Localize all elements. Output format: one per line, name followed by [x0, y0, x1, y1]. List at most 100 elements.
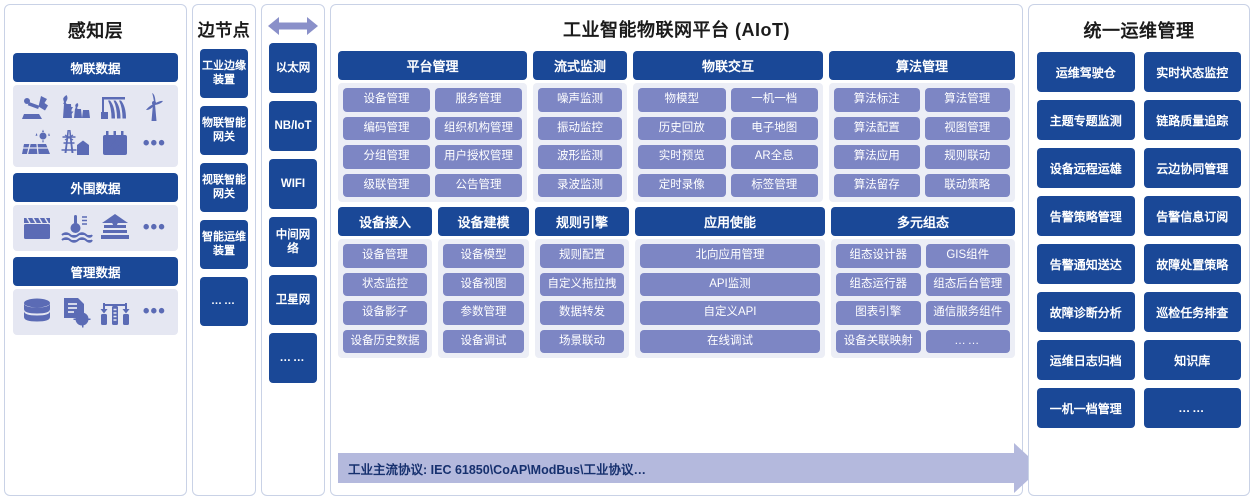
aiot-module-header[interactable]: 设备接入 — [338, 207, 432, 236]
aiot-feature-chip[interactable]: 参数管理 — [443, 301, 524, 325]
aiot-feature-chip[interactable]: 物模型 — [638, 88, 726, 112]
aiot-feature-chip[interactable]: 组态后台管理 — [925, 272, 1010, 296]
aiot-feature-chip[interactable]: 北向应用管理 — [640, 244, 820, 268]
ops-item[interactable]: 运维日志归档 — [1037, 340, 1135, 380]
aiot-module-header[interactable]: 设备建模 — [438, 207, 529, 236]
edge-node-item[interactable]: 工业边缘装置 — [200, 49, 248, 98]
aiot-feature-chip[interactable]: 标签管理 — [730, 173, 818, 197]
aiot-feature-chip[interactable]: 设备历史数据 — [343, 329, 427, 353]
ops-item[interactable]: 实时状态监控 — [1143, 52, 1241, 92]
aiot-feature-chip[interactable]: 振动监控 — [538, 116, 622, 140]
aiot-feature-chip[interactable]: 组态设计器 — [836, 244, 921, 268]
aiot-feature-chip[interactable]: 算法应用 — [834, 145, 920, 169]
sensing-icon-row: ••• — [13, 289, 178, 335]
edge-node-panel: 边节点 工业边缘装置 物联智能网关 视联智能网关 智能运维装置 …… — [192, 4, 256, 496]
ops-item[interactable]: 故障处置策略 — [1143, 244, 1241, 284]
aiot-feature-chip[interactable]: 自定义拖拉拽 — [540, 272, 624, 296]
aiot-module: 物联交互物模型 一机一档 历史回放 电子地图 实时预览 AR全息 定时录像 标签管理 — [633, 51, 823, 202]
ops-item[interactable]: 链路质量追踪 — [1143, 100, 1241, 140]
aiot-feature-chip[interactable]: AR全息 — [730, 145, 818, 169]
aiot-feature-chip[interactable]: 状态监控 — [343, 272, 427, 296]
aiot-feature-chip[interactable]: 公告管理 — [435, 173, 522, 197]
aiot-feature-chip[interactable]: 波形监测 — [538, 145, 622, 169]
aiot-feature-chip[interactable]: 设备模型 — [443, 244, 524, 268]
aiot-feature-chip[interactable]: …… — [925, 329, 1010, 353]
aiot-module-header[interactable]: 多元组态 — [831, 207, 1015, 236]
aiot-feature-chip[interactable]: 规则联动 — [924, 145, 1010, 169]
ops-item[interactable]: 巡检任务排查 — [1143, 292, 1241, 332]
aiot-module-header[interactable]: 规则引擎 — [535, 207, 629, 236]
ops-item[interactable]: …… — [1143, 388, 1241, 428]
aiot-module-header[interactable]: 平台管理 — [338, 51, 527, 80]
ops-item[interactable]: 主题专题监测 — [1037, 100, 1135, 140]
aiot-feature-chip[interactable]: 实时预览 — [638, 145, 726, 169]
aiot-feature-chip[interactable]: 组态运行器 — [836, 272, 921, 296]
aiot-feature-chip[interactable]: 噪声监测 — [538, 88, 622, 112]
aiot-feature-chip[interactable]: 场景联动 — [540, 329, 624, 353]
aiot-feature-chip[interactable]: 设备影子 — [343, 301, 427, 325]
aiot-feature-chip[interactable]: 数据转发 — [540, 301, 624, 325]
aiot-platform-title: 工业智能物联网平台 (AIoT) — [563, 20, 790, 40]
ops-item[interactable]: 一机一档管理 — [1037, 388, 1135, 428]
unified-ops-panel: 统一运维管理 运维驾驶仓 实时状态监控 主题专题监测 链路质量追踪 设备远程运雄 云边协同… — [1028, 4, 1250, 496]
aiot-feature-chip[interactable]: 编码管理 — [343, 116, 430, 140]
aiot-feature-chip[interactable]: GIS组件 — [925, 244, 1010, 268]
network-item[interactable]: NB/IoT — [269, 101, 317, 151]
aiot-feature-chip[interactable]: 图表引擎 — [836, 301, 921, 325]
aiot-feature-chip[interactable]: 设备调试 — [443, 329, 524, 353]
edge-node-item[interactable]: 智能运维装置 — [200, 220, 248, 269]
edge-node-item[interactable]: 视联智能网关 — [200, 163, 248, 212]
aiot-feature-chip[interactable]: 分组管理 — [343, 145, 430, 169]
network-item[interactable]: …… — [269, 333, 317, 383]
aiot-feature-chip[interactable]: 定时录像 — [638, 173, 726, 197]
ops-item[interactable]: 告警通知送达 — [1037, 244, 1135, 284]
aiot-module-header[interactable]: 应用使能 — [635, 207, 825, 236]
sensing-icon-row: ••• — [13, 205, 178, 251]
aiot-module-body: 组态设计器 GIS组件 组态运行器 组态后台管理 图表引擎 通信服务组件 设备关联映射…… — [831, 239, 1015, 358]
aiot-feature-chip[interactable]: 算法留存 — [834, 173, 920, 197]
aiot-feature-chip[interactable]: 电子地图 — [730, 116, 818, 140]
aiot-feature-chip[interactable]: 服务管理 — [435, 88, 522, 112]
aiot-feature-chip[interactable]: 设备管理 — [343, 88, 430, 112]
ops-item[interactable]: 运维驾驶仓 — [1037, 52, 1135, 92]
aiot-feature-chip[interactable]: 通信服务组件 — [925, 301, 1010, 325]
ops-item[interactable]: 知识库 — [1143, 340, 1241, 380]
government-building-icon — [97, 212, 133, 244]
aiot-feature-chip[interactable]: 算法标注 — [834, 88, 920, 112]
protocol-bar: 工业主流协议: IEC 61850\CoAP\ModBus\工业协议… — [338, 453, 1015, 483]
edge-node-item[interactable]: …… — [200, 277, 248, 326]
ops-item[interactable]: 告警策略管理 — [1037, 196, 1135, 236]
ops-item[interactable]: 告警信息订阅 — [1143, 196, 1241, 236]
network-item[interactable]: WIFI — [269, 159, 317, 209]
aiot-feature-chip[interactable]: API监测 — [640, 272, 820, 296]
ops-item[interactable]: 故障诊断分析 — [1037, 292, 1135, 332]
aiot-feature-chip[interactable]: 联动策略 — [924, 173, 1010, 197]
aiot-module-header[interactable]: 物联交互 — [633, 51, 823, 80]
ops-item[interactable]: 云边协同管理 — [1143, 148, 1241, 188]
aiot-feature-chip[interactable]: 历史回放 — [638, 116, 726, 140]
aiot-module-header[interactable]: 流式监测 — [533, 51, 627, 80]
network-item[interactable]: 中间网络 — [269, 217, 317, 267]
aiot-feature-chip[interactable]: 在线调试 — [640, 329, 820, 353]
aiot-feature-chip[interactable]: 用户授权管理 — [435, 145, 522, 169]
edge-node-item[interactable]: 物联智能网关 — [200, 106, 248, 155]
aiot-feature-chip[interactable]: 设备管理 — [343, 244, 427, 268]
aiot-feature-chip[interactable]: 录波监测 — [538, 173, 622, 197]
aiot-feature-chip[interactable]: 级联管理 — [343, 173, 430, 197]
aiot-module-header[interactable]: 算法管理 — [829, 51, 1015, 80]
aiot-feature-chip[interactable]: 规则配置 — [540, 244, 624, 268]
aiot-module-row: 平台管理设备管理 服务管理 编码管理 组织机构管理 分组管理 用户授权管理 级联管理 公告管理… — [338, 51, 1015, 202]
aiot-feature-chip[interactable]: 算法管理 — [924, 88, 1010, 112]
aiot-feature-chip[interactable]: 自定义API — [640, 301, 820, 325]
aiot-feature-chip[interactable]: 视图管理 — [924, 116, 1010, 140]
network-item[interactable]: 以太网 — [269, 43, 317, 93]
aiot-module-body: 设备模型设备视图参数管理设备调试 — [438, 239, 529, 358]
aiot-feature-chip[interactable]: 设备关联映射 — [836, 329, 921, 353]
aiot-feature-chip[interactable]: 设备视图 — [443, 272, 524, 296]
aiot-feature-chip[interactable]: 组织机构管理 — [435, 116, 522, 140]
aiot-feature-chip[interactable]: 算法配置 — [834, 116, 920, 140]
network-item[interactable]: 卫星网 — [269, 275, 317, 325]
transmission-tower-icon — [58, 128, 94, 160]
ops-item[interactable]: 设备远程运雄 — [1037, 148, 1135, 188]
aiot-feature-chip[interactable]: 一机一档 — [730, 88, 818, 112]
